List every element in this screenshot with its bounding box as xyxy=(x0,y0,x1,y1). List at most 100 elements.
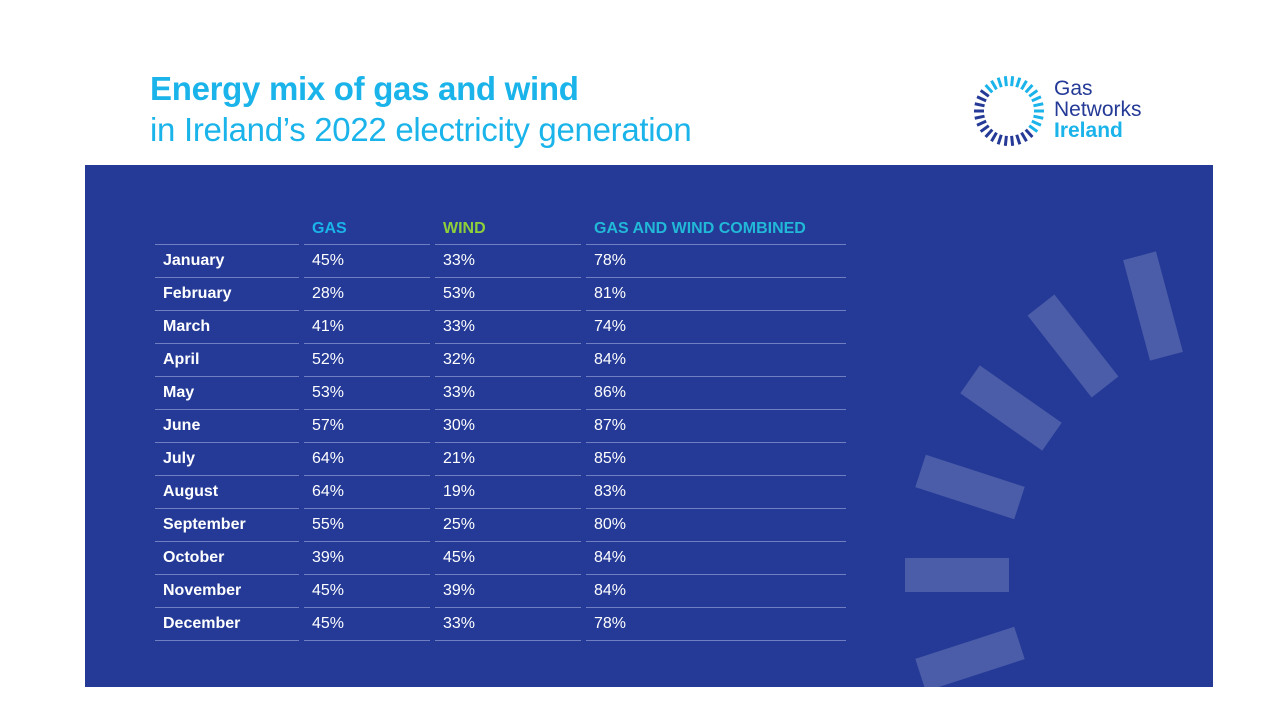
logo-ring-dash xyxy=(1015,134,1022,145)
cell-wind: 45% xyxy=(435,542,581,575)
header-wind: WIND xyxy=(435,212,581,245)
cell-gas: 52% xyxy=(304,344,430,377)
cell-gas: 45% xyxy=(304,575,430,608)
table-row: May 53% 33% 86% xyxy=(155,377,846,410)
cell-combined: 84% xyxy=(586,344,846,377)
decorative-dash-arc-icon xyxy=(905,251,1183,687)
table-row: July 64% 21% 85% xyxy=(155,443,846,476)
energy-mix-table: GAS WIND GAS AND WIND COMBINED January 45… xyxy=(150,212,851,641)
cell-month: September xyxy=(155,509,299,542)
cell-gas: 28% xyxy=(304,278,430,311)
cell-wind: 33% xyxy=(435,311,581,344)
logo-ring-dash xyxy=(1020,79,1028,91)
cell-combined: 85% xyxy=(586,443,846,476)
cell-combined: 86% xyxy=(586,377,846,410)
table-row: October 39% 45% 84% xyxy=(155,542,846,575)
cell-gas: 64% xyxy=(304,476,430,509)
logo-ring-dash xyxy=(1003,76,1008,87)
logo-ring-dash xyxy=(974,102,985,108)
cell-month: April xyxy=(155,344,299,377)
cell-gas: 55% xyxy=(304,509,430,542)
logo-ring-dash xyxy=(1033,102,1044,108)
logo-ring-dash xyxy=(976,119,987,127)
data-panel: GAS WIND GAS AND WIND COMBINED January 45… xyxy=(85,165,1213,687)
logo-ring-dash xyxy=(996,134,1003,145)
cell-wind: 32% xyxy=(435,344,581,377)
logo-line-1: Gas xyxy=(1054,77,1093,100)
cell-gas: 57% xyxy=(304,410,430,443)
header-gas: GAS xyxy=(304,212,430,245)
cell-month: March xyxy=(155,311,299,344)
cell-combined: 87% xyxy=(586,410,846,443)
cell-wind: 33% xyxy=(435,245,581,278)
table-row: August 64% 19% 83% xyxy=(155,476,846,509)
cell-month: February xyxy=(155,278,299,311)
cell-combined: 80% xyxy=(586,509,846,542)
logo-ring-dash xyxy=(990,79,998,91)
cell-combined: 78% xyxy=(586,245,846,278)
page-title: Energy mix of gas and wind xyxy=(150,70,579,107)
logo-ring-dash xyxy=(1015,77,1022,88)
logo-ring-dash xyxy=(1028,124,1039,133)
cell-combined: 78% xyxy=(586,608,846,641)
cell-gas: 53% xyxy=(304,377,430,410)
logo-ring-dash xyxy=(984,83,994,94)
table-row: June 57% 30% 87% xyxy=(155,410,846,443)
cell-wind: 30% xyxy=(435,410,581,443)
table-row: February 28% 53% 81% xyxy=(155,278,846,311)
cell-wind: 33% xyxy=(435,608,581,641)
logo-ring-dash xyxy=(1010,76,1015,87)
cell-combined: 84% xyxy=(586,575,846,608)
logo-ring-dash xyxy=(979,89,990,98)
logo-ring-dash xyxy=(996,77,1003,88)
logo-ring-dash xyxy=(1010,135,1015,146)
logo-ring-dash xyxy=(1033,114,1044,120)
logo-ring-dash xyxy=(976,95,987,103)
header-combined: GAS AND WIND COMBINED xyxy=(586,212,846,245)
logo-line-2: Networks xyxy=(1054,98,1142,121)
table-row: December 45% 33% 78% xyxy=(155,608,846,641)
logo-ring-dash xyxy=(984,128,994,139)
table-row: March 41% 33% 74% xyxy=(155,311,846,344)
table-row: January 45% 33% 78% xyxy=(155,245,846,278)
cell-month: January xyxy=(155,245,299,278)
table-row: September 55% 25% 80% xyxy=(155,509,846,542)
logo-ring-dash xyxy=(1028,89,1039,98)
cell-gas: 45% xyxy=(304,608,430,641)
cell-gas: 45% xyxy=(304,245,430,278)
cell-wind: 39% xyxy=(435,575,581,608)
logo-ring-dash xyxy=(1031,95,1042,103)
cell-wind: 53% xyxy=(435,278,581,311)
cell-month: June xyxy=(155,410,299,443)
logo-ring-dash xyxy=(1024,83,1034,94)
cell-combined: 74% xyxy=(586,311,846,344)
logo-ring-dash xyxy=(979,124,990,133)
logo-ring-dash xyxy=(1020,131,1028,143)
cell-month: July xyxy=(155,443,299,476)
cell-gas: 64% xyxy=(304,443,430,476)
table-row: April 52% 32% 84% xyxy=(155,344,846,377)
logo-ring-dash xyxy=(1003,135,1008,146)
logo-ring-dash xyxy=(990,131,998,143)
cell-month: May xyxy=(155,377,299,410)
dashed-ring-logo-icon xyxy=(974,76,1044,146)
logo-line-3: Ireland xyxy=(1054,119,1123,142)
gas-networks-ireland-logo: Gas Networks Ireland xyxy=(972,74,1172,148)
cell-month: December xyxy=(155,608,299,641)
cell-month: November xyxy=(155,575,299,608)
cell-gas: 41% xyxy=(304,311,430,344)
logo-wordmark: Gas Networks Ireland xyxy=(1054,78,1142,141)
cell-wind: 25% xyxy=(435,509,581,542)
cell-combined: 81% xyxy=(586,278,846,311)
cell-combined: 83% xyxy=(586,476,846,509)
logo-ring-dash xyxy=(1031,119,1042,127)
cell-wind: 19% xyxy=(435,476,581,509)
cell-month: August xyxy=(155,476,299,509)
logo-ring-dash xyxy=(1024,128,1034,139)
cell-gas: 39% xyxy=(304,542,430,575)
cell-wind: 21% xyxy=(435,443,581,476)
header-month xyxy=(155,212,299,245)
table-row: November 45% 39% 84% xyxy=(155,575,846,608)
cell-combined: 84% xyxy=(586,542,846,575)
table-header-row: GAS WIND GAS AND WIND COMBINED xyxy=(155,212,846,245)
